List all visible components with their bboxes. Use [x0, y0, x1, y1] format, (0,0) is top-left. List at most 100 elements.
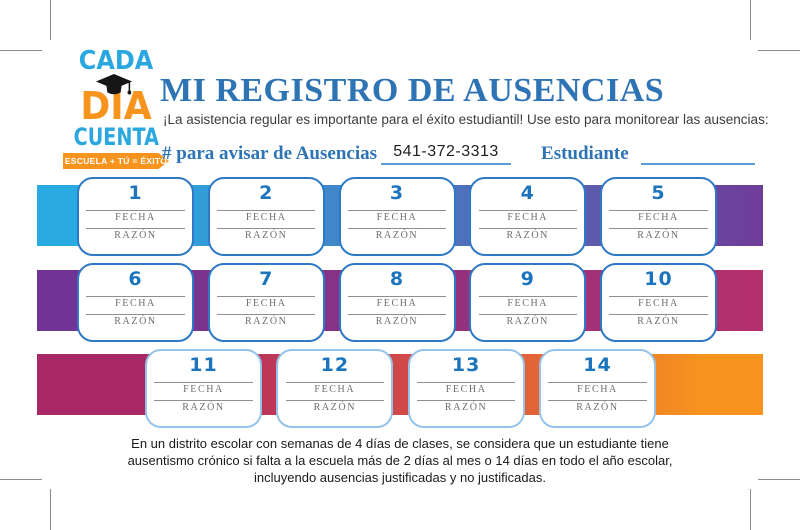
page-subtitle: ¡La asistencia regular es importante par… — [163, 112, 769, 127]
absence-card: 3 FECHA RAZÓN — [338, 177, 456, 256]
fecha-label: FECHA — [638, 298, 679, 309]
card-row-1: 1 FECHA RAZÓN 2 FECHA RAZÓN 3 FECHA RAZÓ… — [77, 177, 717, 256]
student-label: Estudiante — [541, 143, 629, 164]
logo-word-cada: CADA — [78, 46, 154, 76]
card-number: 5 — [651, 182, 666, 204]
absence-card: 11 FECHA RAZÓN — [145, 349, 262, 428]
fecha-write-line — [417, 382, 516, 383]
fecha-write-line — [154, 382, 253, 383]
razon-label: RAZÓN — [375, 230, 419, 241]
card-number: 3 — [389, 182, 405, 204]
footer-line-3: incluyendo ausencias justificadas y no j… — [254, 470, 546, 485]
card-number: 2 — [259, 182, 274, 204]
card-number: 7 — [259, 268, 274, 290]
fecha-label: FECHA — [115, 298, 156, 309]
fecha-label: FECHA — [507, 298, 549, 309]
absence-card: 1 FECHA RAZÓN — [77, 177, 194, 256]
card-number: 14 — [583, 354, 612, 376]
fecha-write-line — [478, 296, 577, 297]
fecha-label: FECHA — [445, 384, 487, 395]
crop-mark-bottom-right-v — [750, 489, 751, 530]
fecha-write-line — [285, 382, 384, 383]
fecha-label: FECHA — [183, 384, 224, 395]
absence-card: 14 FECHA RAZÓN — [538, 349, 656, 428]
phone-label: # para avisar de Ausencias — [162, 143, 378, 164]
fecha-write-line — [609, 210, 708, 211]
card-row-2: 6 FECHA RAZÓN 7 FECHA RAZÓN 8 FECHA RAZÓ… — [77, 263, 717, 342]
card-number: 8 — [389, 268, 405, 290]
logo-cada-dia-cuenta: CADA DIA CUENTA ESCUELA + TÚ = ÉXITO — [63, 48, 169, 169]
razon-write-line — [285, 400, 384, 401]
absence-card: 2 FECHA RAZÓN — [207, 177, 325, 256]
absence-card: 6 FECHA RAZÓN — [77, 263, 194, 342]
card-number: 10 — [644, 268, 673, 290]
absence-card: 12 FECHA RAZÓN — [276, 349, 394, 428]
razon-write-line — [478, 228, 577, 229]
razon-label: RAZÓN — [375, 316, 419, 327]
graduation-cap-icon — [95, 74, 133, 95]
logo-banner-arrow: ESCUELA + TÚ = ÉXITO — [63, 153, 169, 169]
razon-write-line — [86, 228, 185, 229]
fecha-write-line — [347, 296, 447, 297]
card-number: 11 — [189, 354, 218, 376]
razon-label: RAZÓN — [245, 316, 288, 327]
absence-card: 10 FECHA RAZÓN — [600, 263, 717, 342]
fecha-write-line — [217, 296, 316, 297]
fecha-label: FECHA — [638, 212, 679, 223]
crop-mark-top-left-v — [50, 0, 51, 40]
razon-write-line — [548, 400, 647, 401]
phone-number-value: 541-372-3313 — [381, 141, 512, 165]
crop-mark-bottom-right-h — [758, 479, 800, 480]
crop-mark-top-left-h — [0, 50, 42, 51]
page-title: MI REGISTRO DE AUSENCIAS — [160, 72, 665, 109]
razon-write-line — [217, 314, 316, 315]
logo-word-cuenta: CUENTA — [73, 123, 159, 151]
razon-label: RAZÓN — [444, 402, 488, 413]
fecha-write-line — [217, 210, 316, 211]
phone-and-student-row: # para avisar de Ausencias 541-372-3313 … — [162, 141, 755, 165]
razon-write-line — [86, 314, 185, 315]
absence-card: 5 FECHA RAZÓN — [600, 177, 717, 256]
fecha-write-line — [478, 210, 577, 211]
footer-line-2: ausentismo crónico si falta a la escuela… — [127, 453, 673, 468]
razon-write-line — [417, 400, 516, 401]
absence-card: 4 FECHA RAZÓN — [469, 177, 587, 256]
razon-label: RAZÓN — [506, 230, 549, 241]
razon-label: RAZÓN — [637, 230, 680, 241]
razon-write-line — [154, 400, 253, 401]
fecha-label: FECHA — [115, 212, 156, 223]
razon-write-line — [609, 314, 708, 315]
fecha-label: FECHA — [376, 212, 418, 223]
crop-mark-bottom-left-v — [50, 489, 51, 530]
card-number: 9 — [520, 268, 535, 290]
card-number: 13 — [451, 354, 481, 376]
footer-note: En un distrito escolar con semanas de 4 … — [0, 435, 800, 486]
absence-card: 7 FECHA RAZÓN — [207, 263, 325, 342]
razon-write-line — [478, 314, 577, 315]
fecha-write-line — [86, 296, 185, 297]
crop-mark-top-right-h — [758, 50, 800, 51]
footer-line-1: En un distrito escolar con semanas de 4 … — [131, 436, 669, 451]
fecha-write-line — [86, 210, 185, 211]
absence-card: 13 FECHA RAZÓN — [407, 349, 525, 428]
crop-mark-top-right-v — [750, 0, 751, 40]
fecha-write-line — [347, 210, 447, 211]
razon-label: RAZÓN — [313, 402, 357, 413]
fecha-label: FECHA — [577, 384, 618, 395]
razon-label: RAZÓN — [114, 316, 157, 327]
fecha-write-line — [609, 296, 708, 297]
crop-mark-bottom-left-h — [0, 479, 42, 480]
fecha-write-line — [548, 382, 647, 383]
absence-card: 9 FECHA RAZÓN — [469, 263, 587, 342]
absence-card: 8 FECHA RAZÓN — [338, 263, 456, 342]
razon-write-line — [609, 228, 708, 229]
razon-label: RAZÓN — [506, 316, 549, 327]
logo-word-dia: DIA — [66, 74, 167, 125]
razon-label: RAZÓN — [576, 402, 619, 413]
razon-write-line — [347, 314, 447, 315]
card-number: 6 — [128, 268, 143, 290]
student-name-blank — [640, 142, 755, 165]
razon-label: RAZÓN — [114, 230, 157, 241]
card-number: 12 — [320, 354, 350, 376]
